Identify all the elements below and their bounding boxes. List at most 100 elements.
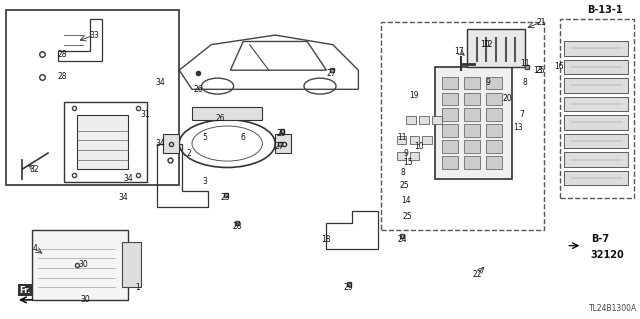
Text: 26: 26 xyxy=(216,114,226,122)
Text: 34: 34 xyxy=(118,193,128,202)
Bar xyxy=(464,124,480,137)
Text: 8: 8 xyxy=(522,78,527,87)
Text: 9: 9 xyxy=(404,149,409,158)
Text: 30: 30 xyxy=(80,295,90,304)
Text: 20: 20 xyxy=(502,94,513,103)
Text: 15: 15 xyxy=(403,158,413,167)
Bar xyxy=(275,134,291,153)
Bar xyxy=(486,77,502,89)
Text: 24: 24 xyxy=(397,235,407,244)
Bar xyxy=(442,93,458,105)
Bar xyxy=(564,134,628,148)
Text: Fr.: Fr. xyxy=(19,286,31,295)
Text: 33: 33 xyxy=(89,31,99,40)
Text: 29: 29 xyxy=(276,130,287,138)
Text: 34: 34 xyxy=(155,78,165,87)
Bar xyxy=(381,22,544,230)
Text: 31: 31 xyxy=(140,110,150,119)
Text: 25: 25 xyxy=(536,66,546,75)
Bar xyxy=(464,108,480,121)
Text: 22: 22 xyxy=(472,270,481,279)
Text: TL24B1300A: TL24B1300A xyxy=(589,304,637,313)
Bar xyxy=(406,116,416,124)
Text: 27: 27 xyxy=(326,69,337,78)
Text: 26: 26 xyxy=(193,85,204,94)
Text: 34: 34 xyxy=(123,174,133,183)
Bar xyxy=(486,124,502,137)
Bar xyxy=(6,10,179,185)
Text: 4: 4 xyxy=(33,244,38,253)
Bar xyxy=(464,140,480,153)
Text: 11: 11 xyxy=(520,59,529,68)
Bar xyxy=(564,60,628,74)
Bar xyxy=(410,152,419,160)
Bar xyxy=(467,29,525,67)
Bar xyxy=(564,41,628,56)
Bar xyxy=(435,67,512,179)
Text: 25: 25 xyxy=(399,181,410,189)
Text: B-7: B-7 xyxy=(591,234,609,244)
Bar xyxy=(564,78,628,93)
Text: 34: 34 xyxy=(155,139,165,148)
Text: 21: 21 xyxy=(536,18,545,27)
Bar xyxy=(486,140,502,153)
Text: 13: 13 xyxy=(532,66,543,75)
Bar xyxy=(442,124,458,137)
Text: 13: 13 xyxy=(513,123,524,132)
Text: 9: 9 xyxy=(485,78,490,87)
Text: 32120: 32120 xyxy=(591,250,625,260)
Text: 16: 16 xyxy=(554,63,564,71)
Bar xyxy=(442,156,458,169)
Text: 17: 17 xyxy=(454,47,464,56)
Text: B-13-1: B-13-1 xyxy=(587,4,623,15)
Text: 28: 28 xyxy=(58,72,67,81)
Text: 27: 27 xyxy=(274,142,284,151)
Bar xyxy=(564,115,628,130)
Text: 7: 7 xyxy=(519,110,524,119)
Text: 11: 11 xyxy=(397,133,406,142)
Text: 28: 28 xyxy=(232,222,241,231)
Bar xyxy=(410,136,419,144)
Text: 32: 32 xyxy=(29,165,40,174)
Text: 29: 29 xyxy=(344,283,354,292)
Bar xyxy=(419,116,429,124)
Bar xyxy=(486,156,502,169)
Text: 8: 8 xyxy=(401,168,406,177)
Text: 28: 28 xyxy=(58,50,67,59)
Bar xyxy=(163,134,179,153)
Bar xyxy=(432,116,442,124)
Bar xyxy=(564,97,628,111)
Text: 19: 19 xyxy=(409,91,419,100)
Text: 6: 6 xyxy=(241,133,246,142)
Text: 10: 10 xyxy=(414,142,424,151)
Bar xyxy=(442,140,458,153)
Text: 12: 12 xyxy=(483,40,492,49)
Text: 25: 25 xyxy=(403,212,413,221)
Bar xyxy=(564,171,628,185)
Bar xyxy=(560,19,634,198)
Bar xyxy=(464,77,480,89)
Text: 23: 23 xyxy=(220,193,230,202)
Bar xyxy=(122,242,141,287)
Bar xyxy=(422,136,432,144)
Text: 1: 1 xyxy=(135,283,140,292)
Bar xyxy=(77,115,128,169)
Text: 5: 5 xyxy=(202,133,207,142)
Text: 14: 14 xyxy=(401,197,412,205)
Bar xyxy=(397,152,406,160)
Text: 3: 3 xyxy=(202,177,207,186)
Bar xyxy=(442,108,458,121)
Bar xyxy=(397,136,406,144)
Bar xyxy=(464,156,480,169)
Bar xyxy=(464,93,480,105)
Bar xyxy=(192,107,262,120)
Bar xyxy=(486,93,502,105)
Text: 10: 10 xyxy=(480,40,490,49)
Text: 2: 2 xyxy=(186,149,191,158)
Text: 30: 30 xyxy=(78,260,88,269)
Bar xyxy=(442,77,458,89)
Bar xyxy=(32,230,128,300)
Bar xyxy=(486,108,502,121)
Bar xyxy=(564,152,628,167)
Text: 18: 18 xyxy=(322,235,331,244)
